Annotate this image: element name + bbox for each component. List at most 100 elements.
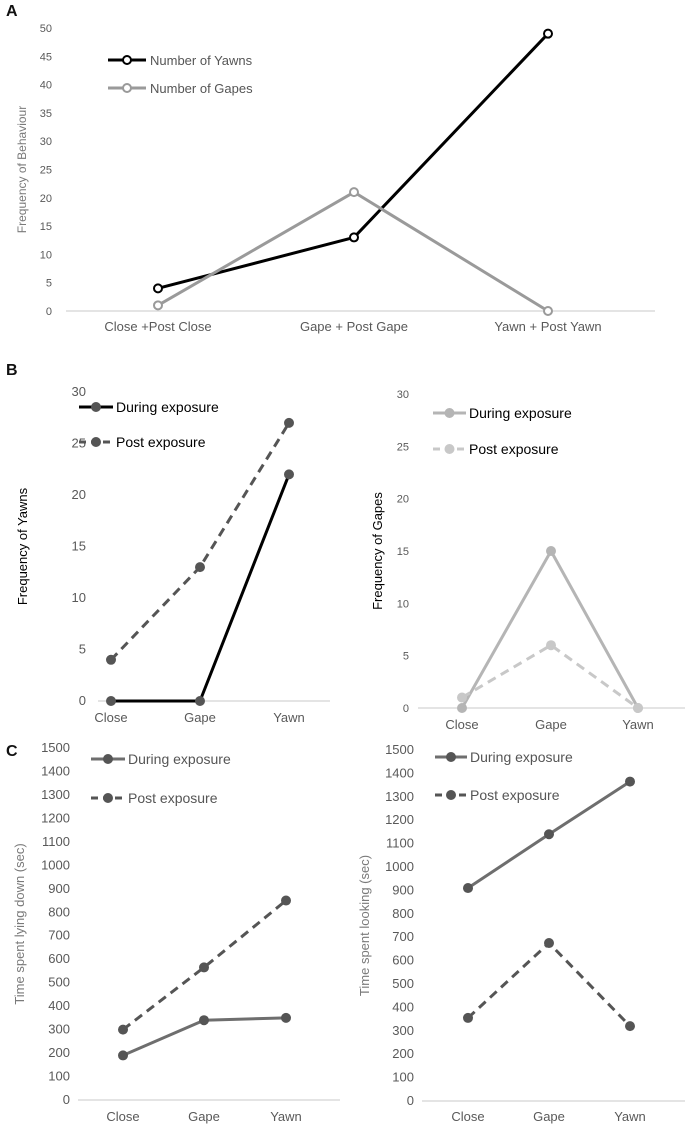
data-point — [457, 692, 467, 703]
y-tick-label: 20 — [40, 193, 52, 205]
data-point — [457, 703, 467, 713]
panel-label: C — [6, 743, 18, 760]
legend-marker — [103, 793, 113, 803]
legend-label: During exposure — [470, 749, 573, 765]
data-point — [543, 306, 553, 316]
data-point — [281, 1012, 291, 1023]
y-tick-label: 100 — [392, 1070, 414, 1085]
legend-marker — [446, 790, 456, 800]
legend-label: Post exposure — [470, 787, 560, 803]
data-point — [463, 883, 473, 894]
panel-label: A — [6, 3, 18, 20]
y-axis-title: Time spent lying down (sec) — [12, 843, 27, 1004]
y-tick-label: 30 — [397, 389, 409, 401]
legend-marker — [122, 83, 132, 93]
x-tick-label: Close +Post Close — [104, 319, 211, 334]
y-axis-title: Frequency of Yawns — [15, 487, 30, 605]
data-point — [625, 776, 635, 787]
y-tick-label: 800 — [48, 904, 70, 919]
y-tick-label: 0 — [407, 1093, 414, 1108]
chart-panel-2: B 0 5 10 15 20 25 30 Close Gape Yawn Frequency of Y… — [6, 362, 330, 725]
chart-panel-1: A 0 5 10 15 20 25 30 35 40 45 50 Close +Post Close Ga… — [6, 3, 655, 334]
y-tick-label: 0 — [63, 1092, 70, 1107]
y-tick-label: 50 — [40, 23, 52, 35]
y-tick-label: 15 — [397, 546, 409, 558]
data-point — [195, 696, 205, 706]
chart-panel-4: C 0 100 200 300 400 500 600 700 800 900 1000 1100 120… — [6, 740, 340, 1124]
data-point — [543, 28, 553, 39]
data-point — [199, 1015, 209, 1026]
y-tick-label: 10 — [72, 590, 86, 605]
y-tick-label: 1200 — [385, 812, 414, 827]
legend-label: Post exposure — [116, 434, 206, 450]
series-line-2 — [157, 190, 549, 313]
chart-panel-5: 0 100 200 300 400 500 600 700 800 900 1000 1100 1200… — [357, 742, 685, 1124]
data-point — [544, 938, 554, 949]
y-axis-title: Time spent looking (sec) — [357, 855, 372, 996]
y-tick-label: 25 — [40, 165, 52, 177]
legend-label: Number of Gapes — [150, 81, 253, 96]
legend-marker — [446, 752, 456, 762]
data-point — [106, 654, 116, 665]
x-tick-label: Gape — [533, 1109, 565, 1124]
series-line-2 — [461, 643, 639, 710]
legend-marker — [444, 408, 455, 418]
y-tick-label: 20 — [397, 494, 409, 506]
series-line-1 — [460, 549, 640, 709]
y-tick-label: 1300 — [41, 787, 70, 802]
y-tick-label: 0 — [79, 693, 86, 708]
legend-marker — [122, 55, 132, 65]
data-point — [625, 1021, 635, 1032]
x-tick-label: Yawn — [622, 717, 654, 732]
data-point — [118, 1050, 128, 1061]
data-point — [546, 640, 556, 651]
y-tick-label: 25 — [397, 441, 409, 453]
legend-label: During exposure — [128, 751, 231, 767]
chart-panel-3: 0 5 10 15 20 25 30 Close Gape Yawn Frequency of Ga… — [370, 389, 685, 732]
x-tick-label: Close — [445, 717, 478, 732]
data-point — [153, 300, 163, 311]
legend-marker — [91, 437, 101, 447]
y-tick-label: 300 — [48, 1022, 70, 1037]
y-tick-label: 1400 — [41, 763, 70, 778]
data-point — [284, 417, 294, 428]
y-tick-label: 1500 — [41, 740, 70, 755]
y-tick-label: 20 — [72, 487, 86, 502]
x-tick-label: Yawn + Post Yawn — [494, 319, 601, 334]
data-point — [106, 696, 116, 706]
y-tick-label: 1500 — [385, 742, 414, 757]
x-tick-label: Gape + Post Gape — [300, 319, 408, 334]
y-tick-label: 1200 — [41, 810, 70, 825]
panel-label: B — [6, 362, 18, 379]
y-tick-label: 15 — [40, 221, 52, 233]
y-tick-label: 500 — [48, 975, 70, 990]
x-tick-label: Yawn — [270, 1109, 302, 1124]
y-tick-label: 0 — [46, 306, 52, 318]
series-line-2 — [122, 899, 287, 1031]
y-tick-label: 700 — [48, 928, 70, 943]
x-tick-label: Close — [106, 1109, 139, 1124]
x-tick-label: Gape — [184, 710, 216, 725]
y-tick-label: 10 — [40, 249, 52, 261]
y-tick-label: 5 — [46, 278, 52, 290]
data-point — [199, 962, 209, 973]
legend-marker — [91, 402, 101, 412]
y-tick-label: 200 — [48, 1045, 70, 1060]
y-tick-label: 40 — [40, 80, 52, 92]
y-tick-label: 400 — [392, 999, 414, 1014]
series-line-2 — [466, 941, 632, 1028]
y-tick-label: 600 — [48, 951, 70, 966]
data-point — [195, 562, 205, 573]
data-point — [281, 895, 291, 906]
y-axis-title: Frequency of Gapes — [370, 492, 385, 610]
y-tick-label: 35 — [40, 108, 52, 120]
series-line-1 — [157, 32, 550, 290]
legend-label: Number of Yawns — [150, 53, 253, 68]
y-tick-label: 0 — [403, 703, 409, 715]
data-point — [118, 1024, 128, 1035]
y-tick-label: 100 — [48, 1069, 70, 1084]
y-tick-label: 15 — [72, 539, 86, 554]
series-line-1 — [111, 473, 291, 703]
y-tick-label: 25 — [72, 436, 86, 451]
